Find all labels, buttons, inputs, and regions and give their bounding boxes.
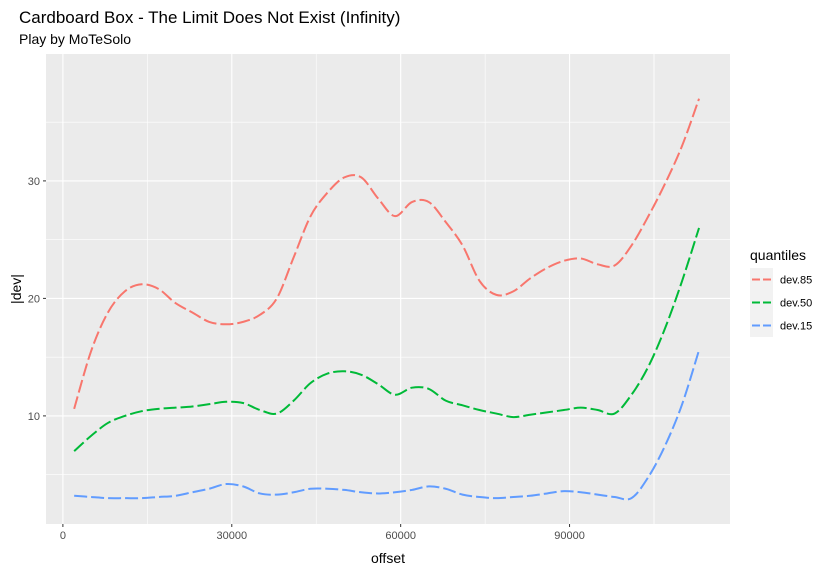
y-axis: 10 20 30 — [28, 176, 46, 423]
legend-key — [750, 268, 773, 291]
chart-title: Cardboard Box - The Limit Does Not Exist… — [19, 8, 400, 27]
grid-major — [46, 54, 730, 524]
series-line-dev-50 — [73, 227, 700, 452]
x-axis-title: offset — [371, 550, 405, 566]
legend-label-dev-85: dev.85 — [780, 275, 812, 287]
y-tick-label: 10 — [28, 411, 40, 423]
series-line-dev-15 — [74, 349, 700, 501]
x-axis: 0 30000 60000 90000 — [60, 524, 585, 542]
legend: quantiles dev.85 dev.50 dev.15 — [750, 247, 812, 337]
y-tick-label: 20 — [28, 293, 40, 305]
x-tick-label: 60000 — [385, 530, 416, 542]
y-tick-label: 30 — [28, 176, 40, 188]
x-tick-label: 0 — [60, 530, 66, 542]
series-lines — [73, 98, 700, 501]
plot-panel — [46, 54, 730, 524]
legend-label-dev-15: dev.15 — [780, 321, 812, 333]
legend-label-dev-50: dev.50 — [780, 298, 812, 310]
y-axis-title: |dev| — [8, 274, 24, 304]
x-tick-label: 90000 — [554, 530, 585, 542]
legend-key — [750, 291, 773, 314]
x-tick-label: 30000 — [216, 530, 247, 542]
grid-minor — [46, 54, 730, 524]
chart-subtitle: Play by MoTeSolo — [19, 31, 131, 47]
legend-title: quantiles — [750, 247, 806, 263]
series-line-dev-85 — [73, 98, 700, 410]
legend-key — [750, 314, 773, 337]
